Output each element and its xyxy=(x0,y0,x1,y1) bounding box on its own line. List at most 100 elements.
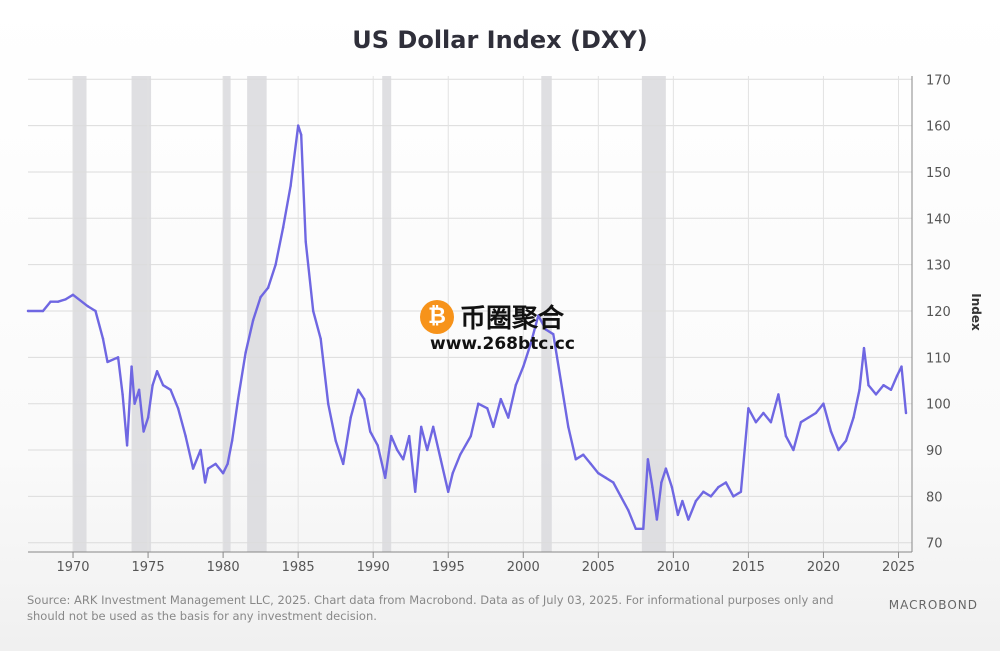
y-tick-label: 150 xyxy=(926,166,951,181)
x-tick-label: 1985 xyxy=(282,560,315,575)
data-point xyxy=(687,518,690,521)
data-point xyxy=(94,309,97,313)
data-point xyxy=(125,444,129,447)
data-point xyxy=(459,453,462,456)
data-point xyxy=(739,490,743,493)
data-point xyxy=(151,383,154,387)
x-tick-label: 2010 xyxy=(657,560,690,575)
y-tick-label: 70 xyxy=(926,537,943,552)
data-point xyxy=(762,411,765,415)
data-point xyxy=(230,439,234,442)
watermark: ₿ 币圈聚合 www.268btc.cc xyxy=(420,296,620,356)
data-point xyxy=(882,383,885,387)
data-point xyxy=(137,388,141,391)
data-point xyxy=(717,485,720,489)
watermark-url: www.268btc.cc xyxy=(430,334,575,354)
data-point xyxy=(702,490,705,493)
data-point xyxy=(56,300,60,303)
x-tick-label: 1975 xyxy=(132,560,165,575)
data-point xyxy=(867,383,870,387)
data-point xyxy=(784,434,788,438)
data-point xyxy=(266,286,270,290)
data-point xyxy=(299,133,303,137)
data-point xyxy=(858,388,861,391)
data-point xyxy=(184,434,187,438)
data-point xyxy=(754,421,758,424)
data-point xyxy=(133,402,136,405)
x-tick-label: 1995 xyxy=(432,560,465,575)
data-point xyxy=(296,124,300,127)
y-axis-label: Index xyxy=(969,293,983,331)
data-point xyxy=(206,467,210,470)
data-point xyxy=(567,425,570,429)
y-tick-label: 160 xyxy=(926,120,951,135)
data-point xyxy=(837,448,840,452)
data-point xyxy=(676,513,680,517)
data-point xyxy=(612,481,615,484)
chart-title: US Dollar Index (DXY) xyxy=(352,26,648,54)
y-tick-label: 120 xyxy=(926,305,951,320)
x-tick-label: 1990 xyxy=(357,560,390,575)
data-point xyxy=(814,411,818,415)
macrobond-logo: MACROBOND xyxy=(888,598,978,612)
data-point xyxy=(390,434,393,438)
data-point xyxy=(49,300,52,303)
data-point xyxy=(660,481,663,484)
data-point xyxy=(655,518,659,521)
data-point xyxy=(777,393,780,396)
data-point xyxy=(414,490,417,493)
data-point xyxy=(514,383,517,387)
data-point xyxy=(86,305,90,308)
data-point xyxy=(439,458,442,461)
data-point xyxy=(486,407,489,410)
data-point xyxy=(311,309,315,313)
y-tick-label: 170 xyxy=(926,73,951,88)
data-point xyxy=(146,416,150,419)
x-tick-label: 1970 xyxy=(56,560,89,575)
data-point xyxy=(101,337,105,341)
data-point xyxy=(619,495,623,498)
data-point xyxy=(559,379,563,382)
data-point xyxy=(895,374,899,378)
data-point xyxy=(747,407,750,410)
data-point xyxy=(169,388,172,391)
data-point xyxy=(356,388,360,391)
data-point xyxy=(537,314,540,317)
data-point xyxy=(852,416,855,419)
data-point xyxy=(844,439,848,442)
data-point xyxy=(408,434,411,438)
data-point xyxy=(589,462,593,466)
data-point xyxy=(792,448,795,452)
x-tick-label: 2000 xyxy=(507,560,540,575)
data-point xyxy=(176,407,180,410)
source-footnote: Source: ARK Investment Management LLC, 2… xyxy=(27,593,834,623)
data-point xyxy=(402,458,405,461)
data-point xyxy=(64,298,67,301)
x-tick-label: 2005 xyxy=(582,560,615,575)
data-point xyxy=(281,226,285,229)
data-point xyxy=(862,346,866,350)
data-point xyxy=(432,425,435,429)
data-point xyxy=(664,467,668,470)
data-point xyxy=(420,425,423,429)
data-point xyxy=(469,434,472,438)
data-point xyxy=(769,421,773,424)
data-point xyxy=(904,411,908,415)
data-point xyxy=(507,416,510,419)
data-point xyxy=(116,356,120,359)
data-point xyxy=(326,402,330,405)
data-point xyxy=(552,332,555,336)
data-point xyxy=(142,430,145,433)
data-point xyxy=(807,416,810,419)
data-point xyxy=(203,481,207,484)
data-point xyxy=(799,421,803,424)
data-point xyxy=(341,462,345,466)
recession-band xyxy=(223,76,231,552)
data-point xyxy=(499,397,502,401)
data-point xyxy=(900,365,903,368)
data-point xyxy=(670,485,674,489)
data-point xyxy=(221,472,225,475)
y-tick-label: 110 xyxy=(926,351,951,366)
data-point xyxy=(642,527,645,531)
